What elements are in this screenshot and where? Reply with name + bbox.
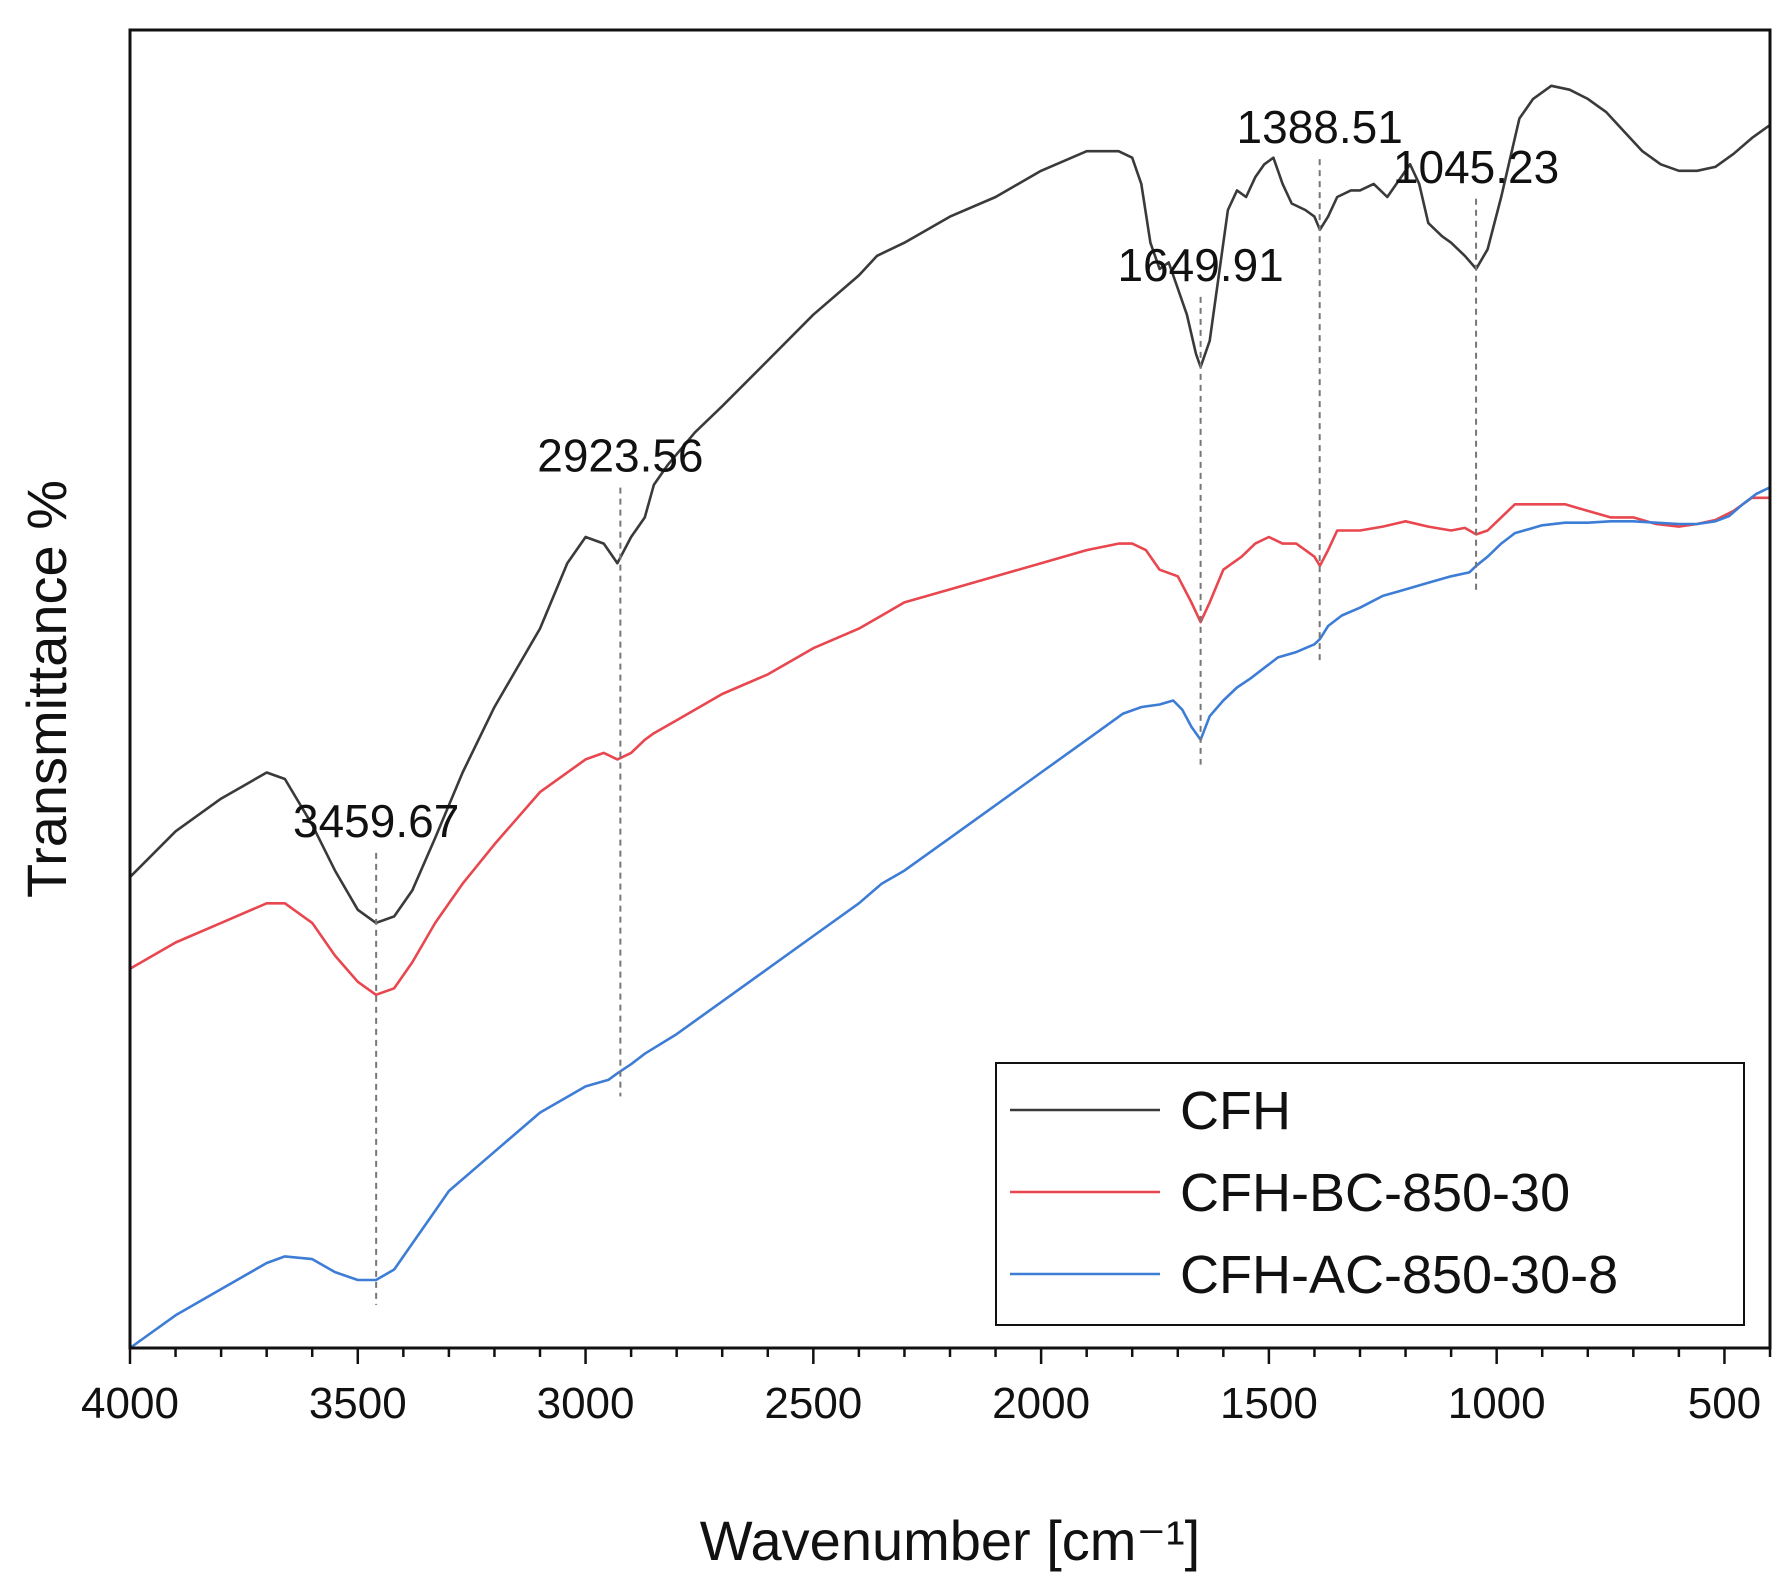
x-tick-label: 3000 [537,1379,635,1428]
series-lines [129,84,1771,1350]
x-tick-label: 3500 [309,1379,407,1428]
x-tick-label: 2500 [764,1379,862,1428]
series-line-2 [129,496,1770,997]
x-tick-label: 2000 [992,1379,1090,1428]
x-tick-label: 1500 [1220,1379,1318,1428]
x-axis-ticks: 4000 3500 3000 2500 2000 1500 1000 500 [81,1348,1772,1428]
legend: CFH CFH-BC-850-30 CFH-AC-850-30-8 [995,1062,1745,1326]
x-axis-title: Wavenumber [cm⁻¹] [700,1509,1200,1572]
peak-label: 3459.67 [293,795,459,847]
legend-label: CFH [1180,1081,1291,1141]
legend-label: CFH-AC-850-30-8 [1180,1245,1618,1305]
peak-label: 1045.23 [1393,141,1559,193]
legend-box [995,1062,1745,1326]
peak-label: 2923.56 [537,430,703,482]
x-tick-label: 4000 [81,1379,179,1428]
peak-label: 1649.91 [1117,239,1283,291]
y-axis-title: Transmittance % [15,480,78,898]
peak-label: 1388.51 [1237,101,1403,153]
legend-label: CFH-BC-850-30 [1180,1163,1570,1223]
x-tick-label: 1000 [1448,1379,1546,1428]
series-line-1 [129,84,1771,925]
x-tick-label: 500 [1688,1379,1761,1428]
series-line-3 [129,486,1771,1350]
